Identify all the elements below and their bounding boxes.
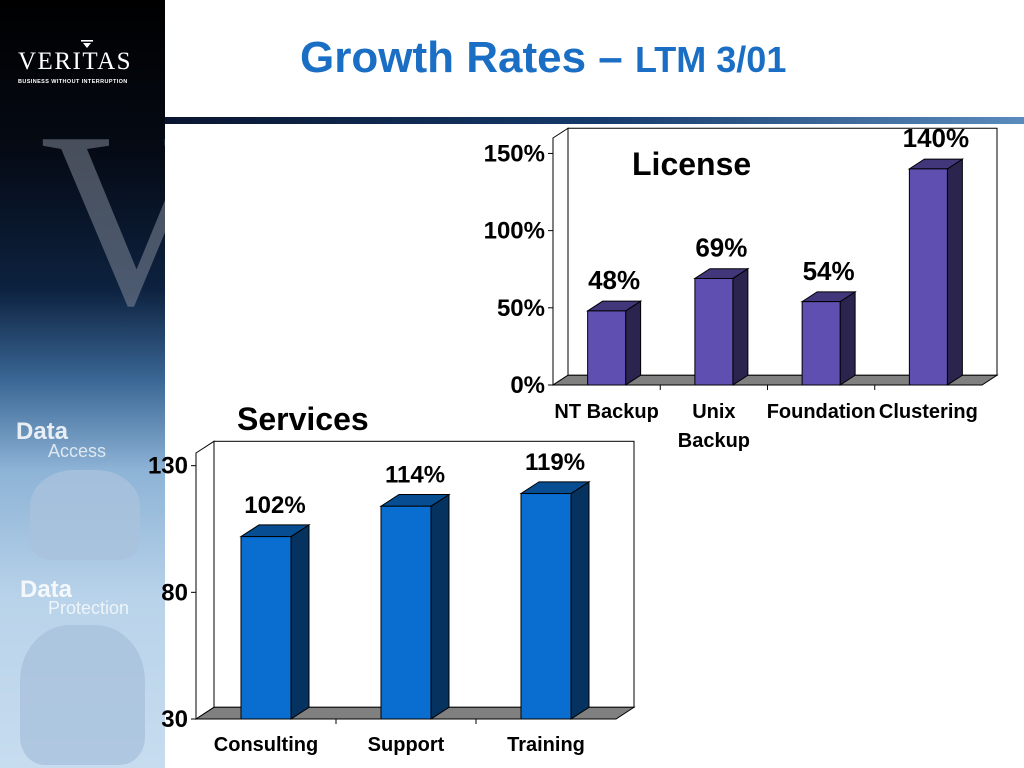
license-bar bbox=[587, 310, 627, 386]
license-side-wall bbox=[552, 127, 569, 386]
services-bar bbox=[240, 536, 292, 720]
logo-text: VERITAS bbox=[18, 48, 133, 75]
license-category-label: Foundation bbox=[767, 401, 876, 423]
logo-chevron-icon bbox=[81, 40, 93, 48]
license-category-label: Clustering bbox=[879, 401, 978, 423]
services-data-label: 119% bbox=[525, 449, 585, 476]
license-data-label: 140% bbox=[903, 123, 970, 153]
services-bar-side bbox=[570, 480, 590, 720]
sidebar-item-data-protection-label: Data bbox=[20, 576, 73, 603]
slide-title: Growth Rates – LTM 3/01 bbox=[300, 28, 786, 90]
slide-title-main: Growth Rates – bbox=[300, 33, 623, 82]
license-bar-side bbox=[839, 290, 856, 386]
veritas-logo: VERITAS BUSINESS WITHOUT INTERRUPTION bbox=[18, 40, 158, 85]
license-y-tick-label: 0% bbox=[510, 372, 545, 399]
services-data-label: 114% bbox=[385, 462, 445, 489]
services-y-tick-label: 130 bbox=[148, 453, 188, 480]
services-category-label: Consulting bbox=[214, 734, 318, 756]
sidebar: V VERITAS BUSINESS WITHOUT INTERRUPTION … bbox=[0, 0, 165, 768]
license-y-tick-label: 150% bbox=[484, 140, 545, 167]
sidebar-item-data-access-sublabel: Access bbox=[48, 441, 107, 461]
license-y-tick-label: 50% bbox=[497, 295, 545, 322]
services-category-label: Training bbox=[507, 734, 585, 756]
services-category-label: Support bbox=[368, 734, 445, 756]
license-category-label: Backup bbox=[678, 430, 750, 452]
services-chart-title: Services bbox=[237, 401, 369, 437]
services-bar bbox=[520, 493, 572, 720]
license-y-tick-label: 100% bbox=[484, 218, 545, 245]
license-category-label: NT Backup bbox=[554, 401, 658, 423]
license-data-label: 69% bbox=[695, 233, 747, 263]
license-chart-title: License bbox=[632, 146, 751, 182]
license-data-label: 48% bbox=[588, 265, 640, 295]
person-photo-icon bbox=[30, 470, 140, 560]
license-bar bbox=[694, 277, 734, 386]
license-bar-side bbox=[946, 158, 963, 386]
services-side-wall bbox=[195, 440, 215, 720]
license-bar-side bbox=[625, 300, 642, 386]
background-v-watermark: V bbox=[40, 81, 165, 358]
services-bar-side bbox=[430, 493, 450, 720]
services-bar-side bbox=[290, 523, 310, 720]
services-bar bbox=[380, 505, 432, 720]
logo-tagline: BUSINESS WITHOUT INTERRUPTION bbox=[18, 79, 128, 85]
services-y-tick-label: 30 bbox=[161, 706, 188, 733]
license-bar bbox=[908, 168, 948, 386]
license-category-label: Unix bbox=[692, 401, 735, 423]
title-divider bbox=[165, 117, 1024, 124]
person-photo-icon bbox=[20, 625, 145, 765]
services-y-tick-label: 80 bbox=[161, 579, 188, 606]
sidebar-item-data-access-label: Data bbox=[16, 418, 69, 445]
services-data-label: 102% bbox=[244, 492, 305, 519]
slide-title-sub: LTM 3/01 bbox=[634, 39, 787, 80]
license-data-label: 54% bbox=[803, 256, 855, 286]
sidebar-item-data-protection-sublabel: Protection bbox=[48, 598, 130, 618]
license-bar bbox=[801, 301, 841, 386]
license-bar-side bbox=[732, 267, 749, 386]
